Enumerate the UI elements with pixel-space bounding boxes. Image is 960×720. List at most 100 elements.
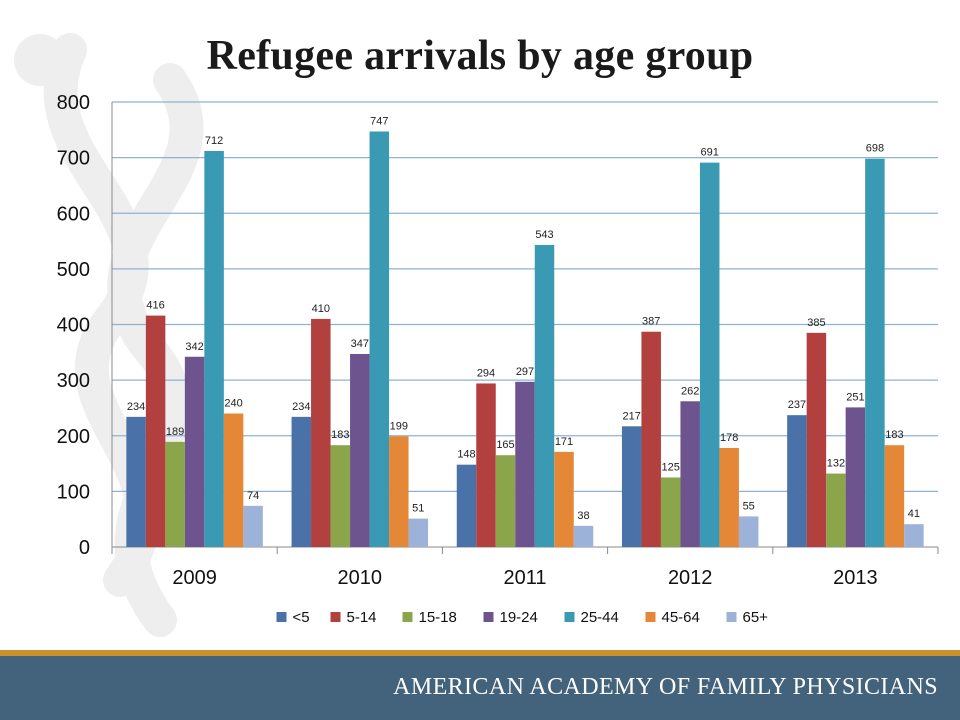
data-label: 189: [166, 426, 184, 438]
bar: [573, 525, 594, 547]
legend-swatch: [483, 612, 494, 622]
data-label: 262: [681, 385, 699, 397]
legend-swatch: [564, 612, 575, 622]
data-label: 55: [743, 500, 755, 512]
y-tick-label: 100: [57, 481, 90, 503]
data-label: 178: [720, 432, 738, 444]
bar: [243, 505, 263, 547]
legend-label: 65+: [743, 609, 769, 626]
data-label: 51: [412, 503, 424, 515]
bar: [845, 407, 866, 547]
legend-swatch: [402, 612, 413, 622]
legend-swatch: [645, 612, 656, 622]
data-label: 385: [807, 317, 825, 329]
legend-swatch: [330, 612, 341, 622]
bar: [350, 353, 370, 547]
footer-stripe: [0, 650, 960, 656]
legend-label: 25-44: [581, 609, 619, 626]
data-label: 251: [846, 391, 864, 403]
bar: [699, 162, 720, 547]
bar: [904, 524, 924, 547]
bar: [534, 244, 555, 548]
x-category-label: 2010: [338, 567, 383, 589]
legend-label: <5: [293, 609, 310, 626]
bar: [884, 445, 905, 547]
bar: [223, 413, 244, 547]
data-label: 199: [390, 420, 408, 432]
data-label: 342: [185, 341, 203, 353]
x-category-label: 2013: [833, 567, 878, 589]
x-category-label: 2011: [503, 567, 546, 589]
bar: [408, 518, 429, 547]
bar: [165, 441, 185, 547]
y-tick-label: 700: [57, 148, 90, 170]
data-label: 347: [351, 338, 369, 350]
data-label: 165: [496, 439, 514, 451]
bar: [476, 383, 496, 547]
bar: [311, 318, 331, 547]
y-tick-label: 200: [57, 426, 90, 448]
data-label: 410: [312, 303, 330, 315]
bars: [126, 131, 924, 548]
bar: [330, 445, 351, 547]
x-category-label: 2012: [668, 567, 713, 589]
data-label: 234: [127, 401, 145, 413]
y-tick-label: 300: [57, 370, 90, 392]
bar: [145, 315, 166, 547]
bar: [806, 332, 827, 547]
data-label: 712: [205, 135, 223, 147]
legend-label: 19-24: [500, 609, 538, 626]
data-label: 74: [247, 490, 259, 502]
legend-label: 15-18: [419, 609, 457, 626]
data-labels: 234 416 189 342 712 240 74 234 410 183 347 747 199 51…: [127, 115, 920, 521]
bar: [660, 477, 681, 547]
data-label: 171: [555, 436, 573, 448]
bar-chart: 0 100 200 300 400 500 600 700 800 2009 2010 2011 201…: [57, 92, 939, 626]
data-label: 234: [292, 401, 310, 413]
data-label: 240: [224, 398, 242, 410]
data-label: 297: [516, 366, 534, 378]
bar: [738, 516, 759, 547]
bar: [719, 447, 739, 547]
bar: [126, 416, 146, 547]
bar: [621, 426, 642, 547]
data-label: 698: [866, 143, 884, 155]
data-label: 183: [885, 429, 903, 441]
bar: [369, 131, 390, 547]
data-label: 747: [370, 115, 388, 127]
bar: [204, 150, 224, 547]
data-label: 41: [908, 508, 920, 520]
y-tick-label: 400: [57, 315, 90, 337]
bar: [389, 436, 409, 547]
footer-org-name: AMERICAN ACADEMY OF FAMILY PHYSICIANS: [393, 674, 938, 700]
bar: [865, 158, 885, 548]
data-label: 294: [477, 367, 495, 379]
data-label: 691: [701, 147, 719, 159]
chart-title: Refugee arrivals by age group: [206, 33, 754, 79]
data-label: 125: [662, 461, 680, 473]
y-tick-label: 600: [57, 203, 90, 225]
bar: [680, 401, 700, 547]
y-tick-label: 0: [79, 537, 90, 559]
legend-swatch: [726, 612, 737, 622]
legend-swatch: [276, 612, 287, 622]
bar: [554, 451, 574, 547]
data-label: 148: [457, 449, 475, 461]
data-label: 416: [146, 300, 164, 312]
y-tick-label: 800: [57, 92, 90, 114]
bar: [641, 331, 661, 547]
data-label: 217: [623, 410, 641, 422]
data-label: 132: [827, 458, 845, 470]
data-label: 183: [331, 429, 349, 441]
bar: [826, 473, 846, 547]
footer-bar: [0, 656, 960, 720]
bar: [184, 356, 205, 547]
legend-label: 45-64: [662, 609, 700, 626]
data-label: 387: [642, 316, 660, 328]
data-label: 543: [535, 229, 553, 241]
bar: [495, 455, 516, 547]
data-label: 38: [577, 510, 589, 522]
bar: [787, 415, 807, 547]
bar: [291, 416, 312, 547]
